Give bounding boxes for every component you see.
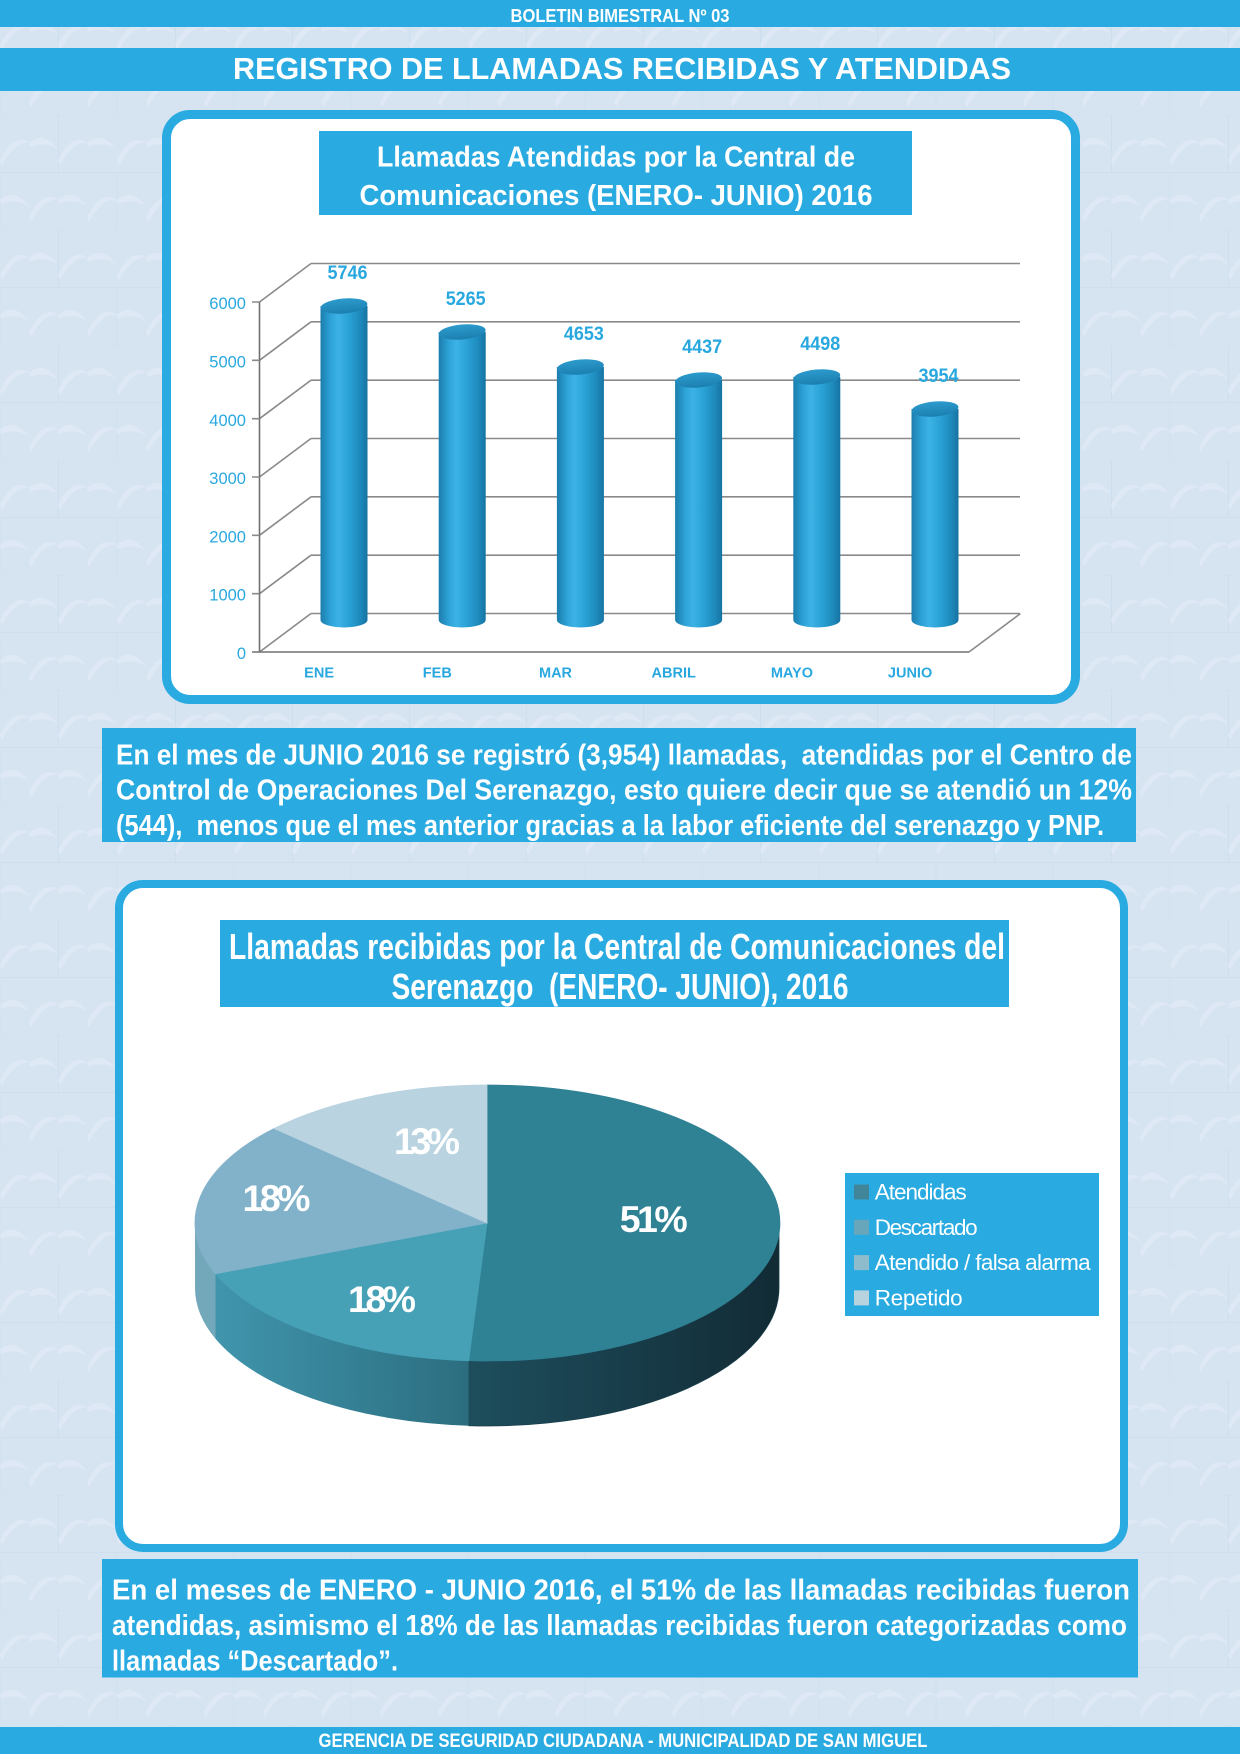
- svg-text:6000: 6000: [209, 295, 246, 313]
- svg-text:Control de Operaciones Del Ser: Control de Operaciones Del Serenazgo, es…: [116, 775, 1132, 807]
- svg-text:13%: 13%: [394, 1120, 460, 1162]
- svg-text:MAR: MAR: [539, 666, 573, 682]
- svg-text:4498: 4498: [800, 334, 840, 355]
- svg-text:ABRIL: ABRIL: [652, 666, 696, 682]
- svg-text:GERENCIA DE SEGURIDAD CIUDADAN: GERENCIA DE SEGURIDAD CIUDADANA - MUNICI…: [319, 1731, 928, 1752]
- svg-text:18%: 18%: [243, 1177, 311, 1219]
- svg-text:1000: 1000: [209, 587, 246, 605]
- svg-text:Repetido: Repetido: [875, 1286, 963, 1311]
- svg-text:Atendido / falsa alarma: Atendido / falsa alarma: [875, 1250, 1091, 1275]
- svg-text:Comunicaciones (ENERO- JUNIO): Comunicaciones (ENERO- JUNIO) 2016: [360, 180, 873, 212]
- svg-text:llamadas “Descartado”.: llamadas “Descartado”.: [112, 1645, 398, 1677]
- svg-text:Llamadas Atendidas por la Cent: Llamadas Atendidas por la Central de: [377, 142, 855, 174]
- svg-text:BOLETIN BIMESTRAL Nº 03: BOLETIN BIMESTRAL Nº 03: [511, 6, 730, 26]
- svg-text:Descartado: Descartado: [875, 1215, 978, 1240]
- svg-text:3954: 3954: [919, 366, 959, 387]
- svg-text:4437: 4437: [682, 337, 722, 358]
- svg-text:3000: 3000: [209, 470, 246, 488]
- svg-text:4000: 4000: [209, 412, 246, 430]
- svg-text:REGISTRO DE LLAMADAS RECIBIDAS: REGISTRO DE LLAMADAS RECIBIDAS Y ATENDID…: [233, 51, 1011, 86]
- svg-text:JUNIO: JUNIO: [888, 666, 932, 682]
- svg-text:4653: 4653: [564, 324, 604, 345]
- svg-text:En el mes de JUNIO 2016 se reg: En el mes de JUNIO 2016 se registró (3,9…: [116, 739, 1132, 771]
- svg-text:FEB: FEB: [423, 666, 452, 682]
- svg-text:Serenazgo (ENERO- JUNIO), 201: Serenazgo (ENERO- JUNIO), 2016: [392, 966, 849, 1007]
- svg-text:(544), menos que el mes anter: (544), menos que el mes anterior gracias…: [116, 810, 1104, 842]
- svg-text:Atendidas: Atendidas: [875, 1180, 967, 1205]
- svg-text:0: 0: [237, 645, 246, 663]
- svg-text:5265: 5265: [446, 289, 486, 310]
- svg-text:51%: 51%: [620, 1198, 688, 1240]
- svg-text:En el meses de ENERO - JUNIO 2: En el meses de ENERO - JUNIO 2016, el 51…: [112, 1575, 1130, 1607]
- svg-text:ENE: ENE: [304, 666, 334, 682]
- svg-text:18%: 18%: [348, 1278, 416, 1320]
- svg-text:atendidas, asimismo el 18% de: atendidas, asimismo el 18% de las llamad…: [112, 1610, 1127, 1642]
- svg-text:MAYO: MAYO: [771, 666, 813, 682]
- svg-text:5746: 5746: [328, 263, 368, 284]
- svg-text:2000: 2000: [209, 528, 246, 546]
- svg-text:Llamadas recibidas por la Cent: Llamadas recibidas por la Central de Com…: [229, 926, 1005, 967]
- svg-text:5000: 5000: [209, 354, 246, 372]
